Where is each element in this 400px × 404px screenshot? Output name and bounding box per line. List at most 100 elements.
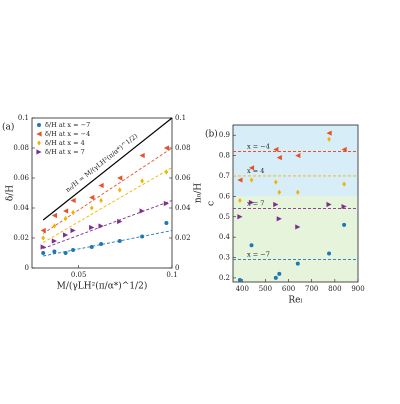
mean-label: x = −4	[247, 143, 270, 151]
y-tick-label: 0.02	[13, 234, 29, 242]
x-tick-label: 0.1	[166, 271, 177, 279]
legend-label: δ/H at x = 4	[45, 139, 85, 147]
point	[70, 227, 76, 234]
point	[342, 181, 346, 187]
point	[248, 165, 255, 171]
y-tick-label: 0.6	[219, 192, 231, 200]
point	[164, 221, 169, 225]
legend-marker	[36, 149, 42, 155]
point	[295, 189, 300, 195]
point	[40, 244, 46, 250]
point	[41, 251, 46, 255]
point	[163, 200, 169, 207]
y-tick-label: 0.4	[219, 233, 231, 241]
point	[99, 197, 103, 204]
point	[273, 275, 278, 280]
point	[139, 208, 145, 214]
point	[52, 223, 57, 229]
point	[326, 201, 332, 208]
reference-line	[42, 117, 173, 221]
point	[341, 146, 347, 153]
mean-label: x = 4	[247, 167, 264, 175]
point	[273, 201, 279, 208]
point	[276, 216, 282, 222]
point	[71, 209, 75, 216]
panel-label: (b)	[205, 129, 218, 140]
y2-tick-label: 0	[175, 264, 179, 272]
y2-tick-label: 0.1	[175, 114, 186, 122]
point	[89, 205, 94, 211]
point	[295, 224, 301, 230]
point	[63, 208, 69, 214]
y2-tick-label: 0.06	[175, 174, 191, 182]
mean-label: x = 7	[247, 200, 264, 208]
point	[277, 271, 282, 276]
legend-marker	[37, 140, 41, 146]
y-tick-label: 0	[25, 264, 29, 272]
x-tick-label: 0.05	[71, 271, 87, 279]
y-tick-label: 0.08	[13, 144, 29, 152]
point	[41, 235, 46, 241]
point	[237, 177, 243, 183]
x-axis-label: Reₗ	[288, 296, 302, 306]
axes-frame	[232, 124, 359, 283]
x-tick-label: 900	[351, 285, 364, 293]
point	[273, 146, 279, 153]
y-tick-label: 0.04	[13, 204, 29, 212]
point	[237, 214, 243, 220]
point	[276, 155, 282, 161]
point	[139, 152, 145, 159]
y-tick-label: 0.1	[18, 114, 29, 122]
point	[237, 277, 242, 282]
point	[140, 178, 144, 184]
point	[163, 145, 169, 151]
legend-label: δ/H at x = −4	[45, 130, 90, 138]
point	[89, 194, 95, 201]
point	[117, 239, 122, 243]
point	[51, 238, 57, 244]
point	[63, 215, 68, 222]
y2-tick-label: 0.08	[175, 144, 191, 152]
point	[70, 197, 76, 204]
y-axis-label: c	[207, 201, 217, 206]
point	[140, 234, 145, 239]
point	[327, 136, 331, 142]
background-band	[233, 125, 358, 197]
point	[295, 261, 300, 266]
point	[99, 242, 104, 246]
y2-tick-label: 0.04	[175, 204, 191, 212]
x-tick-label: 800	[328, 285, 341, 293]
x-axis-label: M/(γLH²(π/α*)^1/2)	[57, 281, 148, 292]
point	[249, 177, 254, 183]
point	[89, 224, 95, 231]
point	[51, 212, 57, 219]
point	[89, 245, 94, 249]
fit-line	[43, 200, 173, 249]
point	[248, 199, 255, 206]
panel-label: (a)	[2, 122, 14, 133]
y-tick-label: 0.06	[13, 174, 29, 182]
point	[98, 182, 104, 189]
point	[40, 227, 46, 234]
point	[117, 175, 123, 181]
fit-line	[43, 230, 173, 257]
x-tick-label: 500	[259, 285, 272, 293]
point	[342, 222, 347, 227]
point	[63, 251, 68, 255]
x-tick-label: 400	[236, 285, 249, 293]
y-tick-label: 0.7	[219, 172, 230, 180]
y2-axis-label: n₀/H	[194, 183, 204, 203]
point	[117, 187, 122, 193]
point	[63, 232, 69, 238]
axes-frame	[31, 117, 173, 269]
point	[341, 203, 347, 210]
point	[274, 179, 278, 185]
legend-marker	[36, 131, 42, 137]
background-band	[233, 196, 358, 282]
y-tick-label: 0.2	[219, 274, 230, 282]
legend-label: δ/H at x = −7	[45, 121, 90, 129]
mean-label: x = −7	[247, 251, 270, 259]
y-tick-label: 0.3	[219, 254, 230, 262]
point	[326, 130, 332, 136]
